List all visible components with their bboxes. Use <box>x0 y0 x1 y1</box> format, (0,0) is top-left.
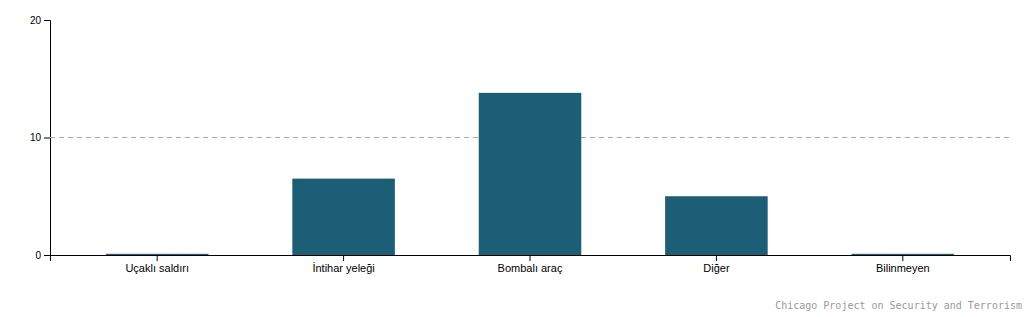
y-tick: 0 <box>35 250 50 261</box>
x-axis-line <box>51 256 1011 262</box>
y-tick-label: 0 <box>35 250 41 261</box>
x-tick: İntihar yeleği <box>312 255 374 274</box>
x-tick-mark <box>902 255 903 261</box>
x-tick: Bombalı araç <box>498 255 563 274</box>
x-tick-mark <box>716 255 717 261</box>
marks <box>50 93 1010 255</box>
bar <box>106 254 209 255</box>
y-tick-mark <box>44 255 50 256</box>
y-axis-line <box>44 21 51 256</box>
x-tick-label: Bombalı araç <box>498 262 563 274</box>
bar <box>665 196 768 255</box>
x-tick-label: Bilinmeyen <box>876 262 930 274</box>
bar <box>292 179 395 255</box>
bar <box>479 93 582 255</box>
y-tick: 20 <box>30 15 50 26</box>
y-axis: 0 10 20 <box>30 15 51 261</box>
x-tick-mark <box>530 255 531 261</box>
x-axis: Uçaklı saldırı İntihar yeleği Bombalı araç… <box>51 255 1011 274</box>
y-tick-mark <box>44 138 50 139</box>
x-tick-label: Uçaklı saldırı <box>125 262 189 274</box>
y-tick: 10 <box>30 132 50 143</box>
chart: 0 10 20 Uçaklı saldırı İntihar yeleği Bombalı… <box>0 0 1034 317</box>
x-tick: Diğer <box>703 255 730 274</box>
x-tick: Uçaklı saldırı <box>125 255 189 274</box>
x-tick-label: İntihar yeleği <box>312 262 374 274</box>
x-tick: Bilinmeyen <box>876 255 930 274</box>
x-tick-mark <box>343 255 344 261</box>
plot-area: 0 10 20 Uçaklı saldırı İntihar yeleği Bombalı… <box>30 15 1011 274</box>
y-tick-label: 20 <box>30 15 42 26</box>
x-tick-label: Diğer <box>703 262 730 274</box>
y-tick-mark <box>44 20 50 21</box>
y-tick-label: 10 <box>30 132 42 143</box>
x-tick-mark <box>157 255 158 261</box>
watermark: Chicago Project on Security and Terroris… <box>775 300 1022 311</box>
bar <box>852 254 955 255</box>
